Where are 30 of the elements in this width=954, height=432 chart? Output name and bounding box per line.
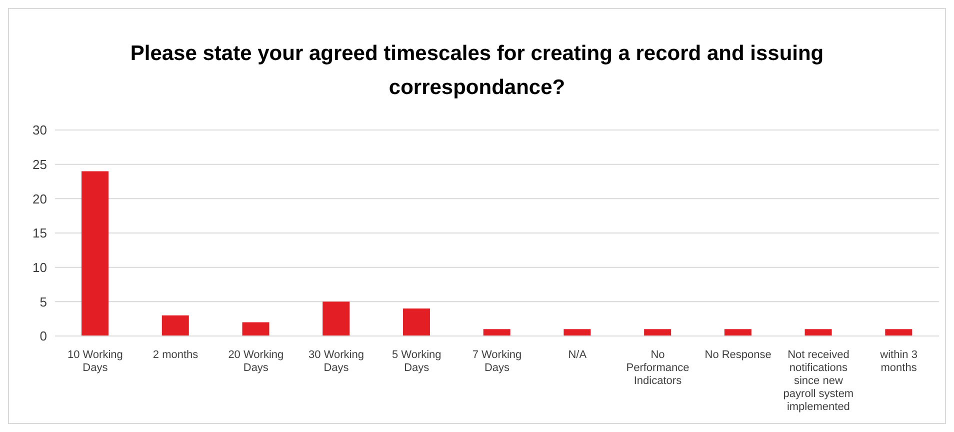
y-tick-label: 10 — [32, 260, 47, 275]
bar — [82, 171, 109, 336]
bar — [322, 302, 350, 336]
bar — [564, 329, 591, 336]
x-tick-label: 20 Working Days — [228, 349, 284, 374]
bar — [242, 322, 270, 336]
x-tick-label: 5 Working Days — [392, 349, 442, 374]
y-tick-label: 30 — [32, 122, 47, 138]
x-tick-label: No Response — [704, 349, 772, 361]
x-tick-label: 10 Working Days — [67, 349, 123, 374]
y-tick-label: 5 — [40, 294, 47, 310]
y-tick-label: 25 — [32, 156, 47, 172]
chart-title: Please state your agreed timescales for creating a record and issuing correspondance? — [129, 41, 825, 101]
bar — [402, 308, 430, 336]
y-tick-label: 15 — [32, 226, 47, 241]
y-tick-label: 20 — [32, 191, 47, 206]
x-tick-label: No Performance Indicators — [626, 349, 690, 387]
x-tick-label: within 3 months — [879, 349, 918, 374]
bar — [162, 315, 189, 336]
x-tick-label: 7 Working Days — [472, 349, 522, 374]
bar — [724, 329, 752, 336]
bar — [644, 329, 672, 336]
x-tick-label: 2 months — [152, 349, 199, 361]
y-tick-label: 0 — [40, 328, 47, 344]
bar — [885, 329, 912, 336]
x-tick-label: Not received notifications since new payroll system implemented — [783, 349, 854, 413]
bar — [483, 329, 510, 336]
bar — [804, 329, 832, 336]
x-tick-label: N/A — [568, 349, 588, 361]
x-tick-label: 30 Working Days — [308, 349, 364, 374]
